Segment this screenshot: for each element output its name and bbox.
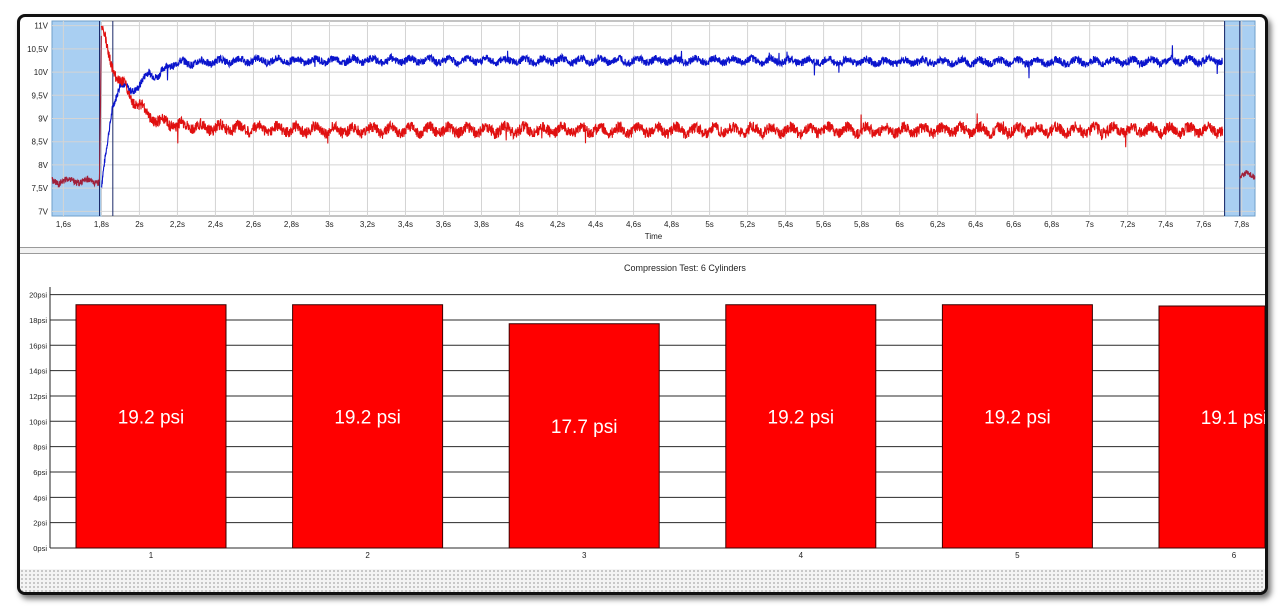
bar-value-label: 19.2 psi [768,407,835,428]
x-tick-label: 6,6s [1006,220,1021,229]
waveform-series-2 [100,25,1224,148]
x-tick-label: 7,4s [1158,220,1173,229]
x-tick-label: 4 [799,551,804,560]
y-tick-label: 2psi [33,519,47,528]
y-tick-label: 6psi [33,468,47,477]
oscilloscope-window: 1,6s 1,8s 2s 2,2s 2,4s 2,6s 2,8s 3s 3,2s 3,4s 3,6s… [17,14,1268,595]
y-tick-label: 8psi [33,443,47,452]
bar-value-label: 19.1 psi [1201,408,1265,429]
chart-divider[interactable] [20,247,1265,254]
x-tick-label: 3,4s [398,220,413,229]
x-axis-label: Time [645,232,663,241]
y-tick-label: 9,5V [32,91,49,100]
x-tick-label: 4,2s [550,220,565,229]
x-tick-label: 3 [582,551,587,560]
y-tick-label: 8,5V [32,138,49,147]
y-tick-label: 16psi [29,341,47,350]
y-tick-label: 10psi [29,417,47,426]
status-strip [20,569,1265,592]
waveform-series-3 [51,35,102,188]
bar-cylinder-2 [292,304,444,549]
x-tick-label: 5,8s [854,220,869,229]
y-tick-label: 14psi [29,367,47,376]
x-tick-label: 2,2s [170,220,185,229]
y-tick-label: 18psi [29,316,47,325]
y-tick-label: 20psi [29,291,47,300]
x-tick-label: 5,6s [816,220,831,229]
bar-value-label: 19.2 psi [118,407,185,428]
x-tick-label: 7,8s [1234,220,1249,229]
x-tick-label: 6 [1232,551,1237,560]
y-tick-label: 8V [38,161,48,170]
x-tick-label: 4,8s [664,220,679,229]
waveform-series-4 [1239,169,1256,180]
x-tick-label: 4,6s [626,220,641,229]
x-tick-label: 3,8s [474,220,489,229]
bar-chart-title: Compression Test: 6 Cylinders [624,263,746,273]
x-tick-label: 3s [325,220,333,229]
bar-cylinder-6 [1158,305,1265,549]
x-tick-label: 3,2s [360,220,375,229]
x-tick-label: 7,2s [1120,220,1135,229]
voltage-time-chart: 1,6s 1,8s 2s 2,2s 2,4s 2,6s 2,8s 3s 3,2s 3,4s 3,6s… [27,20,1256,241]
bar-value-label: 17.7 psi [551,417,618,438]
x-tick-label: 5,4s [778,220,793,229]
y-tick-label: 12psi [29,392,47,401]
x-tick-label: 6s [895,220,903,229]
x-tick-label: 2 [365,551,370,560]
x-tick-label: 7,6s [1196,220,1211,229]
y-tick-label: 10,5V [27,45,49,54]
bar-value-label: 19.2 psi [984,407,1051,428]
y-tick-label: 7,5V [32,184,49,193]
y-tick-label: 0psi [33,544,47,553]
bar-cylinder-1 [75,304,227,549]
bar-cylinder-3 [508,323,660,549]
x-tick-label: 7s [1085,220,1093,229]
x-tick-label: 5 [1015,551,1020,560]
x-tick-label: 5,2s [740,220,755,229]
x-tick-label: 5s [705,220,713,229]
x-tick-label: 2s [135,220,143,229]
y-tick-label: 10V [34,68,49,77]
y-tick-label: 11V [34,22,48,31]
x-tick-label: 3,6s [436,220,451,229]
x-tick-label: 6,4s [968,220,983,229]
y-tick-label: 7V [38,207,48,216]
waveform-series-1 [100,45,1223,189]
x-tick-label: 2,8s [284,220,299,229]
bar-cylinder-4 [725,304,877,549]
bar-value-label: 19.2 psi [334,407,401,428]
y-tick-label: 9V [38,115,48,124]
x-tick-label: 6,8s [1044,220,1059,229]
x-tick-label: 1,8s [94,220,109,229]
x-tick-label: 2,6s [246,220,261,229]
x-tick-label: 2,4s [208,220,223,229]
x-tick-label: 4,4s [588,220,603,229]
y-tick-label: 4psi [33,493,47,502]
x-tick-label: 1,6s [56,220,71,229]
x-tick-label: 4s [515,220,523,229]
x-tick-label: 6,2s [930,220,945,229]
bar-cylinder-5 [941,304,1093,549]
x-tick-label: 1 [149,551,154,560]
compression-bar-chart: Compression Test: 6 Cylinders 0psi 2psi 4ps… [29,263,1265,560]
